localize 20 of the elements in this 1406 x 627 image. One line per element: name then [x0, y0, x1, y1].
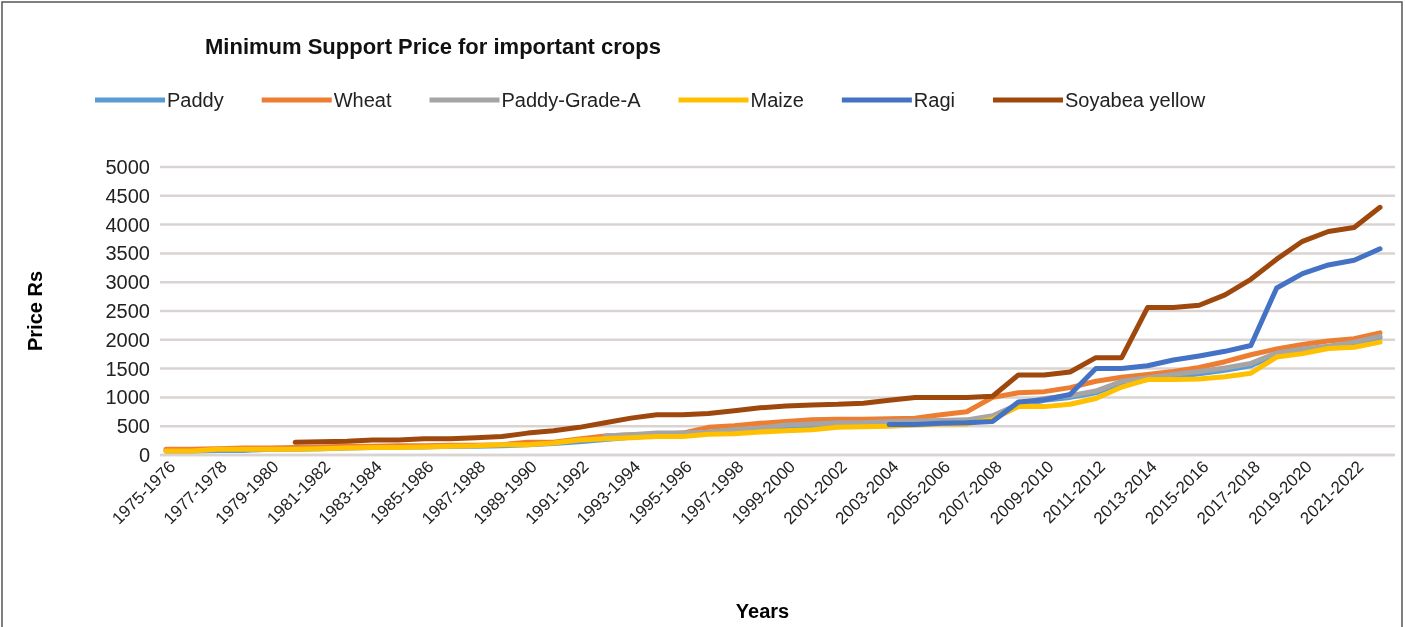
y-axis-title: Price Rs [24, 270, 46, 352]
y-tick-label: 1000 [105, 386, 150, 409]
y-tick-label: 3500 [105, 242, 150, 265]
legend-label: Ragi [913, 89, 955, 111]
legend-label: Soyabea yellow [1065, 89, 1206, 111]
y-tick-label: 2000 [105, 328, 150, 351]
legend-label: Paddy [167, 89, 224, 111]
chart-title: Minimum Support Price for important crops [205, 34, 661, 59]
y-tick-label: 1500 [105, 357, 150, 380]
y-tick-label: 3000 [105, 271, 150, 294]
y-tick-label: 4500 [105, 184, 150, 207]
legend-label: Maize [750, 89, 804, 111]
legend-label: Wheat [333, 89, 392, 111]
x-axis-title: Years [735, 600, 790, 622]
y-tick-label: 5000 [105, 155, 150, 178]
y-tick-label: 500 [116, 415, 150, 438]
y-tick-label: 2500 [105, 299, 150, 322]
y-tick-label: 0 [138, 443, 150, 466]
legend-label: Paddy-Grade-A [501, 89, 642, 111]
y-tick-label: 4000 [105, 213, 150, 236]
